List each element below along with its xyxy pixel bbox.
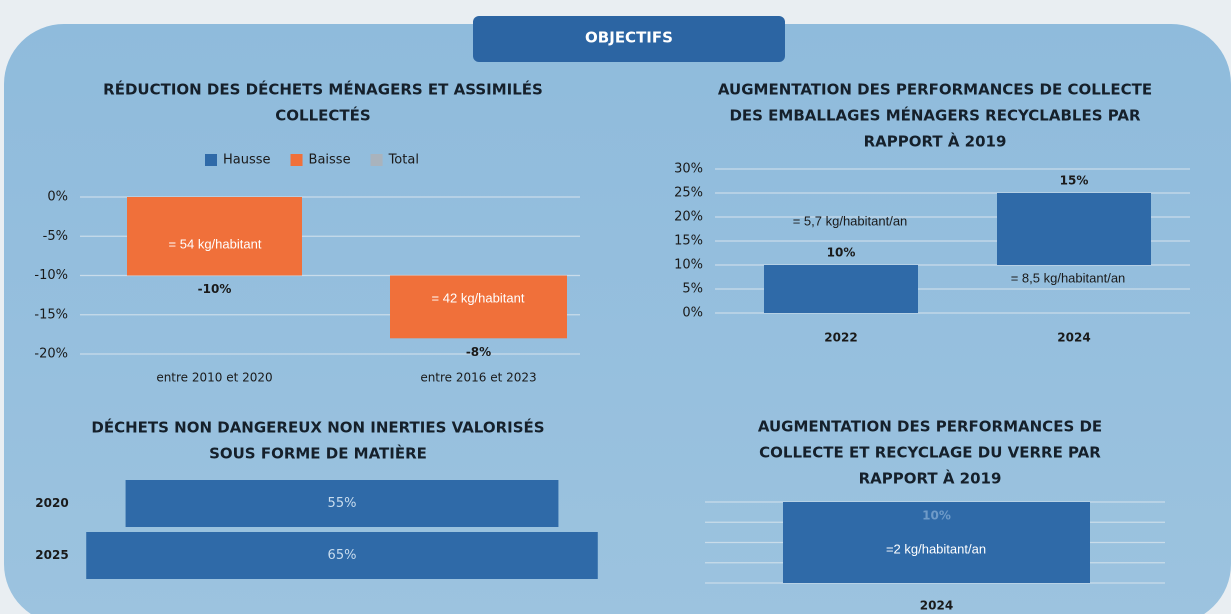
bar	[125, 480, 559, 527]
panel	[4, 24, 1231, 614]
legend-label: Total	[388, 153, 419, 168]
x-tick-label: 2022	[824, 331, 857, 345]
chart-title: COLLECTE ET RECYCLAGE DU VERRE PAR	[759, 444, 1101, 462]
data-label: 10%	[922, 509, 951, 523]
annotation: = 8,5 kg/habitant/an	[1011, 270, 1126, 285]
annotation: = 5,7 kg/habitant/an	[793, 213, 908, 228]
data-label: 15%	[1060, 174, 1089, 188]
y-tick-label: 20%	[674, 210, 703, 225]
data-label: 55%	[328, 496, 357, 511]
legend-label: Baisse	[309, 153, 351, 168]
y-tick-label: 0%	[682, 306, 703, 321]
annotation: =2 kg/habitant/an	[886, 541, 986, 556]
legend-swatch	[205, 154, 217, 166]
bar	[764, 265, 918, 313]
y-tick-label: -20%	[34, 347, 68, 362]
x-tick-label: entre 2010 et 2020	[156, 371, 272, 385]
chart-title: AUGMENTATION DES PERFORMANCES DE	[758, 418, 1102, 436]
header-title: OBJECTIFS	[585, 29, 673, 47]
y-tick-label: 15%	[674, 234, 703, 249]
legend-swatch	[290, 154, 303, 166]
data-label: 10%	[827, 246, 856, 260]
y-tick-label: 25%	[674, 186, 703, 201]
y-tick-label: 2025	[35, 548, 68, 562]
chart-title: AUGMENTATION DES PERFORMANCES DE COLLECT…	[718, 81, 1152, 99]
bar	[997, 193, 1151, 265]
chart-title: SOUS FORME DE MATIÈRE	[209, 444, 427, 463]
y-tick-label: 30%	[674, 162, 703, 177]
legend-swatch	[370, 154, 383, 166]
bar	[127, 197, 302, 276]
header-tab	[473, 16, 785, 62]
x-tick-label: 2024	[920, 599, 953, 613]
y-tick-label: 5%	[682, 282, 703, 297]
bar	[390, 275, 567, 339]
x-tick-label: 2024	[1057, 331, 1090, 345]
y-tick-label: -10%	[34, 268, 68, 283]
annotation: = 42 kg/habitant	[432, 290, 525, 305]
y-tick-label: -15%	[34, 307, 68, 322]
annotation: = 54 kg/habitant	[169, 236, 262, 251]
chart-title: DÉCHETS NON DANGEREUX NON INERTIES VALOR…	[91, 418, 544, 437]
y-tick-label: 0%	[47, 190, 68, 205]
chart-title: RÉDUCTION DES DÉCHETS MÉNAGERS ET ASSIMI…	[103, 80, 543, 99]
y-tick-label: 2020	[35, 496, 68, 510]
y-tick-label: -5%	[43, 229, 68, 244]
chart-title: COLLECTÉS	[275, 106, 370, 125]
bar	[86, 532, 598, 579]
data-label: -10%	[198, 282, 232, 296]
x-tick-label: entre 2016 et 2023	[420, 371, 536, 385]
chart-title: DES EMBALLAGES MÉNAGERS RECYCLABLES PAR	[729, 106, 1141, 125]
bar	[783, 502, 1090, 583]
data-label: 65%	[328, 548, 357, 563]
data-label: -8%	[466, 345, 491, 359]
y-tick-label: 10%	[674, 258, 703, 273]
legend-label: Hausse	[223, 153, 271, 168]
chart-title: RAPPORT À 2019	[859, 469, 1002, 488]
chart-title: RAPPORT À 2019	[864, 132, 1007, 151]
